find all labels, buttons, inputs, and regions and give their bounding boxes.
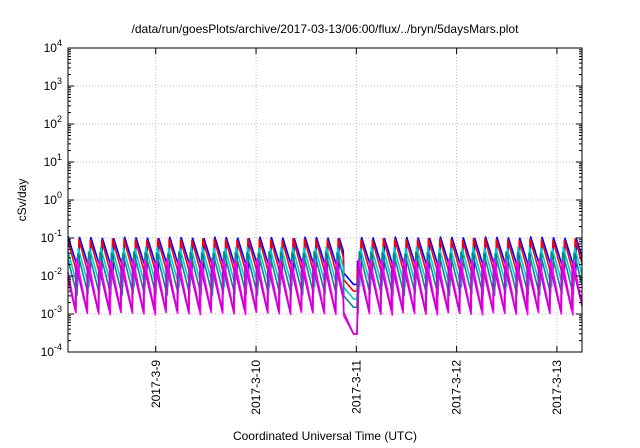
x-axis-label: Coordinated Universal Time (UTC)	[233, 429, 417, 443]
series-group	[67, 236, 583, 335]
x-tick-label: 2017-3-10	[249, 360, 263, 415]
x-tick-label: 2017-3-9	[149, 360, 163, 408]
plot-frame	[67, 47, 583, 353]
x-tick-label: 2017-3-12	[450, 360, 464, 415]
y-tick-label: 10-4	[41, 342, 62, 359]
y-tick-label: 10-1	[41, 228, 62, 245]
y-tick-label: 10-3	[41, 304, 62, 321]
y-tick-label: 100	[44, 190, 62, 207]
chart-title: /data/run/goesPlots/archive/2017-03-13/0…	[132, 22, 520, 36]
x-tick-label: 2017-3-13	[550, 360, 564, 415]
y-tick-label: 104	[44, 38, 62, 55]
y-tick-label: 103	[44, 76, 62, 93]
series-line	[67, 264, 583, 335]
y-tick-label: 10-2	[41, 266, 62, 283]
y-tick-label: 101	[44, 152, 62, 169]
x-axis: 2017-3-9 2017-3-10 2017-3-11 2017-3-12 2017-…	[149, 48, 564, 415]
y-axis-label: cSv/day	[15, 179, 29, 222]
y-tick-label: 102	[44, 114, 62, 131]
x-tick-label: 2017-3-11	[349, 360, 363, 414]
